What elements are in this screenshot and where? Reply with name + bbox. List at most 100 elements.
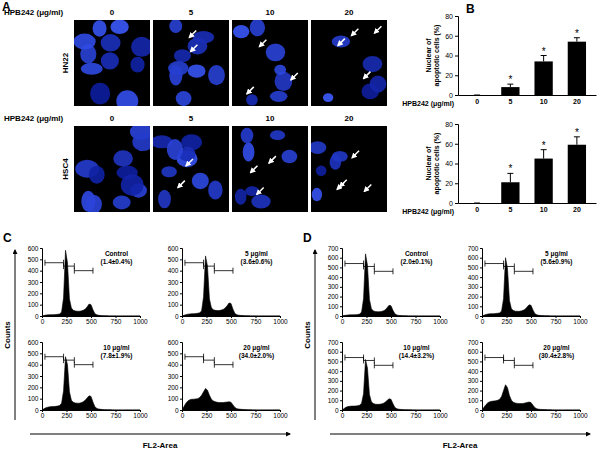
y-axis-title-line: Nuclear of bbox=[425, 38, 432, 73]
y-axis-line bbox=[40, 343, 43, 411]
x-axis-tick-label: 750 bbox=[111, 412, 122, 419]
x-axis-tick: 0 bbox=[481, 316, 485, 325]
y-axis-line bbox=[180, 249, 183, 317]
nucleus bbox=[251, 195, 270, 209]
y-axis-tick-mark bbox=[340, 381, 342, 382]
y-axis-tick-label: 0 bbox=[449, 92, 453, 99]
x-axis-title: FL2-Area bbox=[443, 441, 478, 450]
y-axis-tick-mark bbox=[455, 16, 458, 17]
y-axis-tick-label: 400 bbox=[168, 267, 179, 274]
dose-label: 20 bbox=[345, 8, 354, 17]
y-axis-tick: 80 bbox=[445, 13, 458, 20]
arrow bbox=[374, 26, 381, 33]
y-axis-title-line: Nuclear of bbox=[425, 146, 432, 181]
y-axis-tick-label: 0 bbox=[335, 407, 339, 414]
y-axis-tick-mark bbox=[340, 391, 342, 392]
y-axis-tick-mark bbox=[455, 144, 458, 145]
y-axis-tick-mark bbox=[180, 316, 182, 317]
micrograph bbox=[311, 20, 387, 106]
subplot-annotation: (34.0±2.0%) bbox=[239, 352, 274, 360]
significance-marker: * bbox=[508, 163, 512, 174]
gate-marker bbox=[345, 261, 364, 267]
x-axis-tick-label: 250 bbox=[202, 412, 213, 419]
y-axis-tick: 400 bbox=[28, 267, 42, 274]
x-axis-tick: 500 bbox=[526, 316, 537, 325]
y-axis-tick-mark bbox=[340, 287, 342, 288]
y-axis-tick-label: 500 bbox=[168, 256, 179, 263]
y-axis-tick: 500 bbox=[168, 350, 182, 357]
y-axis-tick-label: 0 bbox=[175, 313, 179, 320]
y-axis: 0100200300400500600700 bbox=[468, 245, 483, 320]
bars bbox=[474, 137, 586, 203]
y-axis-tick: 400 bbox=[328, 274, 342, 281]
nucleus bbox=[208, 181, 222, 200]
x-axis-tick: 250 bbox=[62, 410, 73, 419]
y-axis-title: Nuclear ofapoptotic cells (%) bbox=[425, 133, 441, 195]
error-bar bbox=[541, 150, 547, 159]
y-axis-tick-mark bbox=[40, 387, 42, 388]
gate-marker bbox=[74, 362, 93, 368]
x-axis-tick: 250 bbox=[62, 316, 73, 325]
nucleus bbox=[241, 128, 254, 144]
gate-marker bbox=[345, 355, 364, 361]
y-axis-tick: 80 bbox=[445, 121, 458, 128]
x-axis-tick-label: 250 bbox=[362, 412, 373, 419]
x-axis-tick-label: 0 bbox=[475, 206, 479, 213]
subplot-title: 20 μg/ml bbox=[243, 344, 270, 352]
y-axis-tick-label: 500 bbox=[468, 264, 479, 271]
histogram-area bbox=[482, 258, 580, 316]
subplot-annotation: (2.0±0.1%) bbox=[401, 258, 433, 266]
y-axis-title-line: apoptotic cells (%) bbox=[433, 133, 441, 195]
x-axis-tick-label: 250 bbox=[202, 318, 213, 325]
x-axis-tick: 1000 bbox=[273, 410, 288, 419]
x-axis-tick-label: 1000 bbox=[273, 412, 288, 419]
y-axis-tick: 400 bbox=[468, 274, 482, 281]
y-axis-title: Nuclear ofapoptotic cells (%) bbox=[425, 25, 441, 87]
micrograph bbox=[153, 126, 229, 212]
nucleus bbox=[113, 195, 131, 209]
y-axis-tick-label: 80 bbox=[445, 13, 453, 20]
y-axis-tick: 400 bbox=[168, 267, 182, 274]
y-axis-tick-label: 300 bbox=[328, 377, 339, 384]
y-axis-tick-mark bbox=[180, 271, 182, 272]
micrograph-background bbox=[311, 20, 387, 106]
x-axis-tick-label: 500 bbox=[226, 412, 237, 419]
y-axis-tick-mark bbox=[340, 316, 342, 317]
subplot-title: 20 μg/ml bbox=[543, 344, 570, 352]
x-axis-tick-label: 1000 bbox=[273, 318, 288, 325]
subplot-annotation: (5.6±0.9%) bbox=[541, 258, 573, 266]
y-axis-tick-label: 100 bbox=[328, 397, 339, 404]
y-axis-tick: 300 bbox=[28, 279, 42, 286]
x-axis-tick-label: 5 bbox=[508, 206, 512, 213]
y-axis-tick-label: 300 bbox=[28, 279, 39, 286]
y-axis-tick: 100 bbox=[28, 301, 42, 308]
x-axis-tick-label: 0 bbox=[181, 412, 185, 419]
y-axis-tick-label: 0 bbox=[175, 407, 179, 414]
y-axis-line bbox=[480, 343, 483, 411]
x-axis-tick-label: 0 bbox=[181, 318, 185, 325]
x-axis-tick: 20 bbox=[573, 206, 581, 213]
arrow bbox=[338, 39, 345, 46]
y-axis-tick: 500 bbox=[168, 256, 182, 263]
y-axis-tick: 600 bbox=[468, 254, 482, 261]
gate-marker bbox=[364, 357, 375, 363]
nucleus bbox=[246, 94, 258, 105]
x-axis-tick: 500 bbox=[226, 316, 237, 325]
y-axis-tick-mark bbox=[40, 248, 42, 249]
histogram bbox=[42, 354, 140, 410]
y-axis-tick-label: 200 bbox=[468, 293, 479, 300]
micrograph-background bbox=[232, 126, 308, 212]
arrow bbox=[364, 184, 371, 191]
x-axis-tick-label: 10 bbox=[540, 206, 548, 213]
x-axis-tick: 0 bbox=[341, 316, 345, 325]
x-axis-tick-label: 10 bbox=[540, 98, 548, 105]
y-axis-tick: 300 bbox=[328, 283, 342, 290]
nucleus bbox=[169, 20, 182, 33]
y-axis-tick: 40 bbox=[445, 52, 458, 59]
nucleus bbox=[74, 34, 96, 50]
y-axis-tick: 20 bbox=[445, 180, 458, 187]
arrow bbox=[257, 188, 264, 195]
y-axis-tick-label: 500 bbox=[28, 256, 39, 263]
y-axis-tick-mark bbox=[480, 371, 482, 372]
y-axis-tick-mark bbox=[340, 267, 342, 268]
